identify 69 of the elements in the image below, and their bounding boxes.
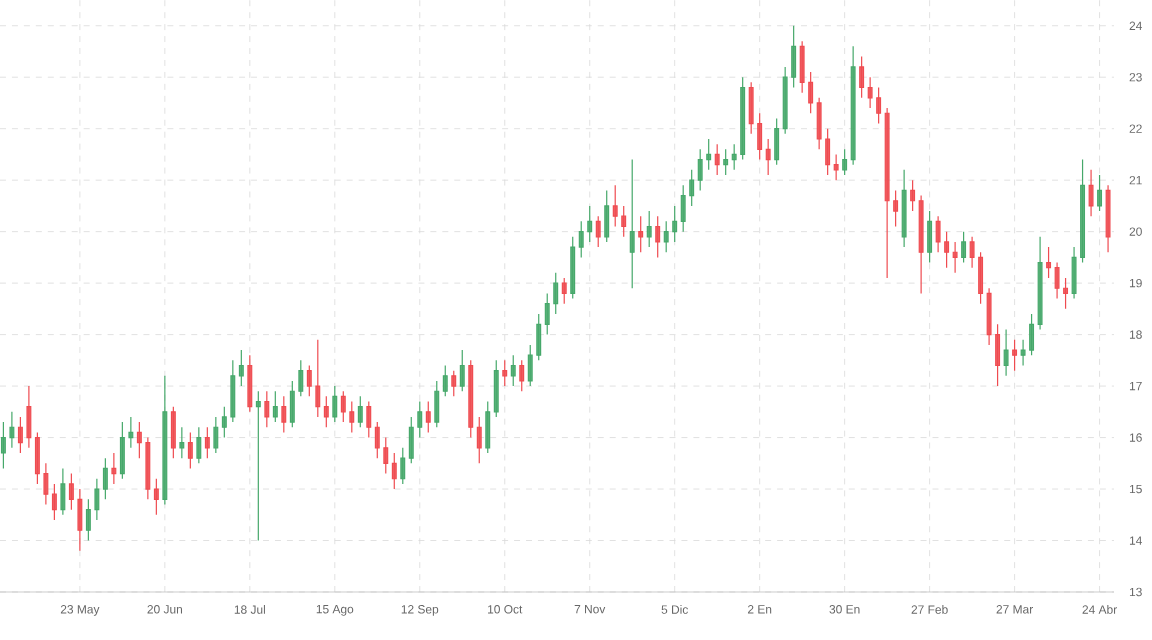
candlestick [519,359,525,392]
candlestick [272,390,278,423]
candlestick [119,421,125,480]
candlestick [842,148,848,176]
candlestick [442,364,448,397]
candlestick [247,354,253,413]
candlestick [493,359,499,418]
candlestick [723,148,729,176]
candlestick [918,195,924,295]
candlestick [1088,169,1094,217]
candlestick [238,349,244,387]
candlestick [391,452,397,490]
candlestick [1046,246,1052,279]
candlestick [570,236,576,300]
candlestick [1105,184,1111,253]
candlestick [400,447,406,485]
candlestick [196,426,202,464]
candlestick [476,416,482,464]
candlestick [655,215,661,258]
candlestick [1037,236,1043,331]
candlestick [901,169,907,248]
candlestick [510,354,516,387]
candlestick [153,478,159,516]
candlestick [1012,339,1018,372]
candlestick [451,370,457,397]
candlestick [638,215,644,253]
candlestick [833,153,839,181]
candlestick [910,179,916,212]
candlestick [213,416,219,454]
candlestick [51,483,57,521]
candlestick [884,107,890,279]
candlestick [366,400,372,439]
candlestick [1003,328,1009,377]
candlestick [102,457,108,500]
candlestick [332,385,338,423]
candlestick [255,390,261,542]
candlestick [204,426,210,459]
candlestick [162,375,168,506]
candlestick [595,215,601,248]
candlestick [952,241,958,274]
candlestick [170,406,176,459]
candlestick [179,426,185,459]
candlestick [485,400,491,454]
candlestick [187,431,193,470]
candlestick [60,467,66,516]
candlestick [604,189,610,243]
candlestick [264,390,270,428]
candlestick [26,385,32,449]
candlestick [468,359,474,439]
candlestick [774,117,780,166]
candlestick [459,349,465,392]
candlestick [629,158,635,289]
candlestick [927,210,933,264]
candlestick [1097,174,1103,212]
candlestick [859,56,865,99]
candlestick [714,143,720,176]
candlestick [315,339,321,418]
candlestick [961,231,967,264]
candlestick [765,138,771,176]
candlestick [357,395,363,428]
candlestick [502,359,508,387]
candlestick [281,395,287,434]
candlestick [111,452,117,485]
candlestick [646,210,652,248]
candlestick [425,400,431,434]
candlestick [323,395,329,428]
candlestick [561,277,567,305]
candlestick [850,45,856,166]
candlestick [434,380,440,428]
